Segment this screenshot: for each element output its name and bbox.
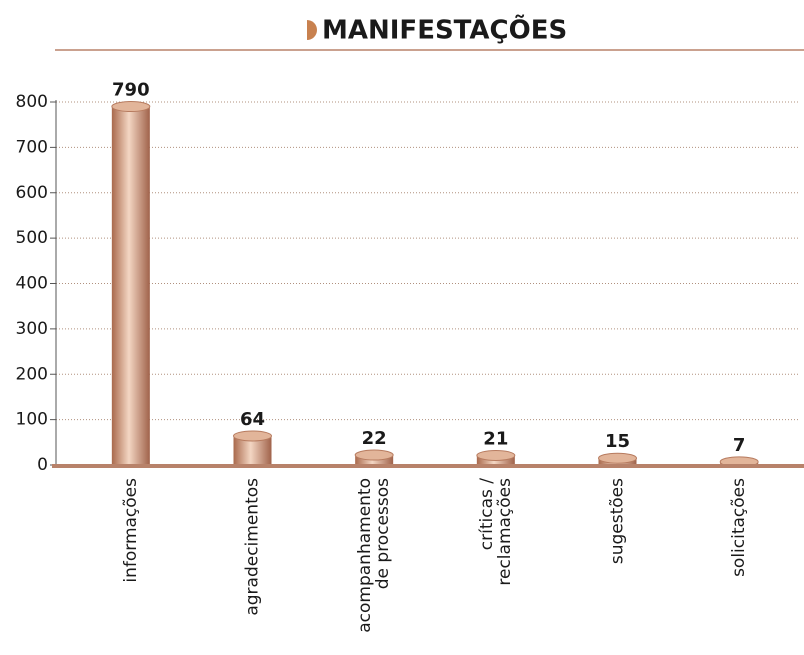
bar-top [233,430,272,442]
value-label: 790 [112,80,150,101]
x-tick-label: agradecimentos [243,478,263,616]
value-label: 7 [733,435,746,456]
x-tick-label: críticas /reclamações [477,478,515,586]
value-label: 64 [240,409,265,430]
y-tick-label: 100 [16,410,48,430]
y-tick-label: 0 [37,455,48,475]
x-tick-label: informações [121,478,141,583]
bar-top [354,449,394,461]
value-label: 21 [483,428,508,449]
bar-top [111,101,151,113]
value-label: 15 [605,431,630,452]
y-tick-label: 700 [16,137,48,157]
x-tick-group: sugestões [608,478,628,564]
y-tick-label: 200 [16,364,48,384]
bar-top [476,449,516,461]
x-tick-label: sugestões [608,478,628,564]
x-tick-group: agradecimentos [243,478,263,616]
bar-top [598,452,637,464]
x-tick-group: informações [121,478,141,583]
x-tick-group: acompanhamentode processos [355,478,393,633]
chart-title: MANIFESTAÇÕES [322,14,567,46]
y-tick-label: 600 [16,183,48,203]
value-label: 22 [362,428,387,449]
y-tick-label: 800 [16,92,48,112]
x-tick-group: solicitações [729,478,749,577]
title-bullet [307,20,317,40]
y-tick-label: 300 [16,319,48,339]
x-tick-group: críticas /reclamações [477,478,515,586]
bar [111,106,150,465]
x-tick-label: solicitações [729,478,749,577]
x-tick-label: acompanhamentode processos [355,478,393,633]
y-tick-label: 500 [16,228,48,248]
y-tick-label: 400 [16,274,48,294]
